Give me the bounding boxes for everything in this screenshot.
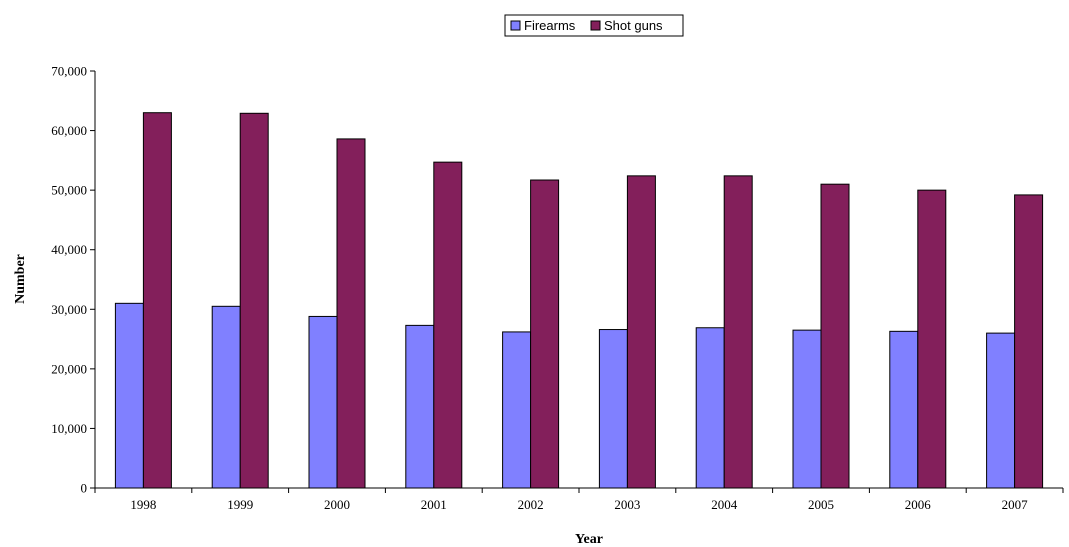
bar-firearms [889,330,919,489]
x-tick-label: 2003 [614,497,640,512]
bars [114,112,1044,489]
y-tick-label: 60,000 [51,123,87,138]
x-tick-label: 2004 [711,497,738,512]
x-axis-ticks: 1998 1999 2000 2001 2002 2003 2004 2005 2006 2007 [94,488,1064,512]
bar-shot-guns [239,112,269,489]
x-tick-label: 2000 [324,497,350,512]
bar-firearms [502,331,532,489]
bar-firearms [405,324,435,489]
y-tick-label: 70,000 [51,64,87,79]
x-tick-label: 2001 [421,497,447,512]
y-tick-label: 30,000 [51,302,87,317]
y-tick-label: 50,000 [51,183,87,198]
legend-swatch [510,20,521,31]
bar-firearms [986,332,1016,489]
x-tick-label: 1998 [130,497,156,512]
x-tick-label: 2006 [905,497,932,512]
legend-label: Firearms [524,18,576,33]
x-tick-label: 2002 [518,497,544,512]
x-tick-label: 2007 [1002,497,1029,512]
y-axis-title: Number [13,254,28,304]
bar-shot-guns [433,161,463,489]
bar-firearms [308,315,338,489]
bar-shot-guns [530,179,560,489]
bar-shot-guns [1014,194,1044,489]
y-tick-label: 40,000 [51,242,87,257]
bar-firearms [598,329,628,489]
bar-shot-guns [723,175,753,489]
y-tick-label: 0 [81,481,88,496]
y-tick-label: 10,000 [51,421,87,436]
bar-firearms [211,305,241,489]
legend-swatch [590,20,601,31]
legend: Firearms Shot guns [504,14,684,37]
y-tick-label: 20,000 [51,361,87,376]
bar-shot-guns [917,189,947,489]
bar-firearms [695,327,725,489]
legend-label: Shot guns [604,18,663,33]
bar-shot-guns [626,175,656,489]
x-axis-title: Year [575,532,603,547]
bar-firearms [114,302,144,489]
y-axis-ticks: 0 10,000 20,000 30,000 40,000 50,000 60,000 70,… [51,64,95,496]
bar-shot-guns [820,183,850,489]
x-tick-label: 1999 [227,497,253,512]
bar-shot-guns [336,138,366,489]
x-tick-label: 2005 [808,497,834,512]
bar-shot-guns [142,112,172,489]
bar-firearms [792,329,822,489]
